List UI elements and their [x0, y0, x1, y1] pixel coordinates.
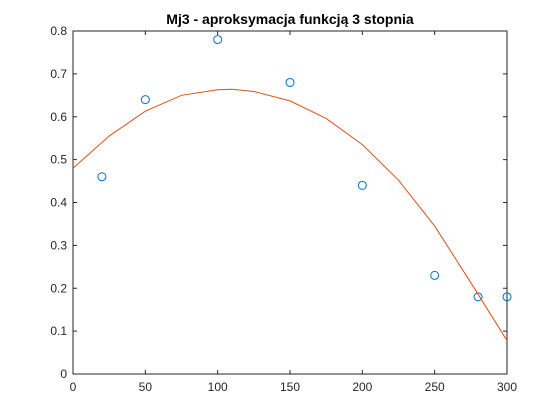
- y-tick-label: 0.7: [50, 67, 67, 81]
- y-tick-label: 0: [60, 367, 67, 381]
- data-point: [430, 270, 440, 280]
- data-point: [357, 180, 367, 190]
- y-tick-label: 0.4: [50, 196, 67, 210]
- data-point: [473, 292, 483, 302]
- chart-title: Mj3 - aproksymacja funkcją 3 stopnia: [166, 11, 414, 27]
- x-tick-label: 50: [139, 380, 153, 394]
- y-tick-label: 0.8: [50, 24, 67, 38]
- fit-curve: [72, 88, 508, 341]
- y-tick-label: 0.5: [50, 153, 67, 167]
- y-tick-label: 0.1: [50, 324, 67, 338]
- x-tick-label: 300: [497, 380, 517, 394]
- y-tick-label: 0.3: [50, 238, 67, 252]
- x-tick-label: 250: [425, 380, 445, 394]
- x-tick-label: 100: [208, 380, 228, 394]
- data-point: [213, 35, 223, 45]
- data-point: [502, 292, 512, 302]
- data-point: [97, 172, 107, 182]
- axes-box: [72, 30, 508, 375]
- x-tick-label: 200: [352, 380, 372, 394]
- y-tick-label: 0.6: [50, 110, 67, 124]
- x-tick-label: 0: [70, 380, 77, 394]
- data-point: [285, 77, 295, 87]
- plot-area: 0 50 100 150 200 250 300 0 0.1 0.2 0.3 0.4 0.5 0.6 0.7…: [50, 24, 517, 394]
- data-point: [140, 95, 150, 105]
- x-tick-label: 150: [280, 380, 300, 394]
- y-tick-label: 0.2: [50, 281, 67, 295]
